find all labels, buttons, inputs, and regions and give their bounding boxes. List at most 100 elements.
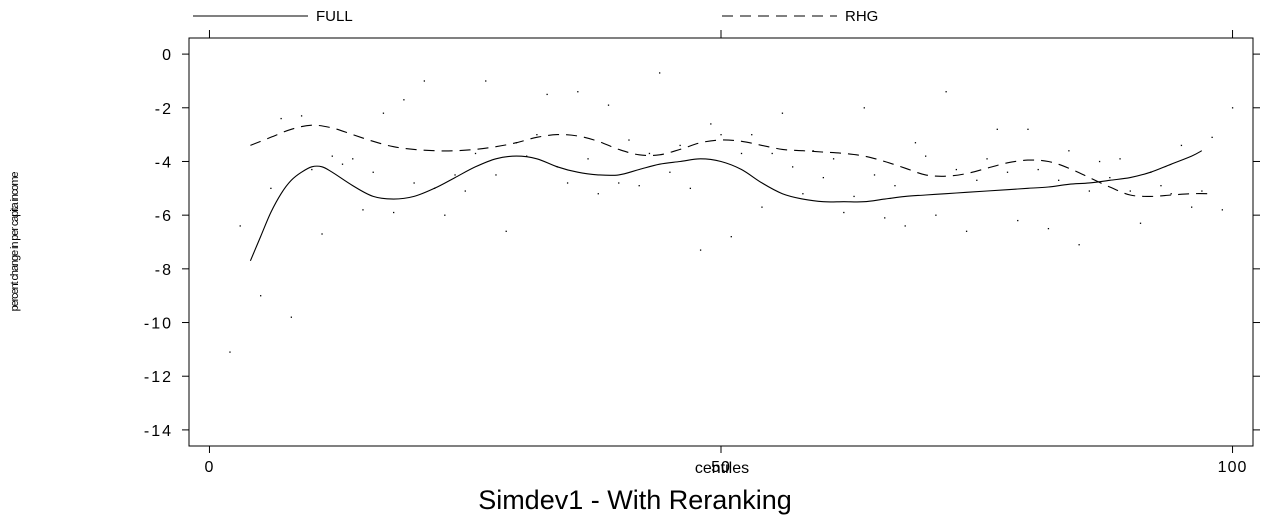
- data-point: [925, 155, 927, 157]
- y-tick-label: 0: [162, 47, 173, 64]
- data-point: [372, 171, 374, 173]
- y-tick-label: -6: [155, 208, 173, 225]
- data-point: [1191, 206, 1193, 208]
- data-point: [638, 185, 640, 187]
- data-point: [945, 91, 947, 93]
- y-tick-label: -4: [155, 154, 173, 171]
- data-point: [474, 152, 477, 155]
- data-point: [679, 144, 681, 147]
- data-point: [710, 123, 712, 125]
- data-point: [403, 99, 405, 101]
- data-point: [270, 187, 272, 190]
- data-point: [873, 174, 876, 176]
- legend-label-rhg: RHG: [845, 8, 878, 25]
- data-point: [986, 158, 988, 160]
- y-tick-label: -2: [155, 101, 173, 118]
- x-tick-label: 0: [205, 459, 215, 476]
- data-point: [413, 182, 415, 184]
- data-point: [577, 91, 579, 93]
- y-axis: 0 -2 -4 -6 -8 -10 -12 -14: [144, 47, 1260, 440]
- data-point: [229, 351, 231, 353]
- legend-label-full: FULL: [316, 8, 353, 25]
- data-point: [260, 295, 262, 297]
- data-point: [290, 316, 293, 318]
- data-point: [1231, 107, 1234, 109]
- data-point: [505, 230, 507, 232]
- data-point: [382, 112, 385, 114]
- data-point: [699, 249, 702, 251]
- data-point: [566, 182, 569, 184]
- data-point: [321, 233, 323, 235]
- data-point: [546, 93, 548, 96]
- data-point: [1068, 150, 1070, 152]
- data-point: [863, 107, 865, 109]
- data-point: [884, 217, 886, 219]
- data-point: [423, 80, 426, 82]
- data-point: [996, 128, 998, 130]
- scatter-points: [229, 72, 1234, 353]
- data-point: [669, 171, 671, 173]
- data-point: [444, 214, 446, 216]
- data-point: [812, 150, 814, 152]
- data-point: [720, 134, 722, 136]
- data-point: [659, 72, 661, 74]
- data-point: [1037, 168, 1039, 171]
- y-tick-label: -12: [144, 369, 173, 386]
- data-point: [362, 209, 364, 211]
- data-point: [331, 155, 333, 157]
- data-point: [495, 174, 497, 176]
- chart-title: Simdev1 - With Reranking: [478, 485, 792, 515]
- y-tick-label: -10: [144, 316, 173, 333]
- data-point: [1027, 128, 1029, 130]
- series-line-rhg: [250, 124, 1213, 197]
- data-point: [464, 190, 466, 192]
- data-point: [1078, 244, 1080, 246]
- data-point: [1098, 160, 1101, 163]
- x-axis-label: centiles: [695, 460, 749, 477]
- data-point: [1170, 193, 1172, 195]
- data-point: [761, 206, 763, 208]
- x-axis: 0 50 100: [205, 30, 1248, 476]
- data-point: [536, 134, 538, 136]
- data-point: [802, 193, 804, 195]
- data-point: [792, 166, 794, 168]
- data-point: [1160, 185, 1162, 187]
- data-point: [771, 152, 773, 155]
- data-point: [280, 117, 282, 120]
- data-point: [597, 193, 599, 195]
- data-point: [904, 225, 906, 227]
- data-point: [1139, 222, 1142, 224]
- data-point: [689, 187, 692, 190]
- data-point: [607, 104, 610, 106]
- data-point: [587, 158, 589, 160]
- data-point: [352, 158, 354, 160]
- data-point: [648, 152, 651, 155]
- data-point: [1180, 144, 1183, 147]
- data-point: [1017, 219, 1019, 222]
- plot-frame: [188, 37, 1254, 447]
- data-point: [832, 158, 835, 160]
- data-point: [955, 168, 958, 171]
- data-point: [485, 80, 487, 82]
- data-point: [740, 152, 743, 155]
- data-point: [1129, 190, 1131, 192]
- data-point: [618, 182, 620, 184]
- data-point: [1109, 176, 1111, 179]
- data-point: [1201, 190, 1203, 192]
- series-line-full: [249, 150, 1203, 262]
- data-point: [628, 139, 630, 141]
- legend: FULL RHG: [193, 8, 878, 25]
- x-tick-label: 100: [1218, 459, 1248, 476]
- data-point: [1047, 227, 1050, 230]
- x-tick-label: 50: [711, 459, 731, 476]
- data-point: [730, 236, 732, 238]
- data-point: [526, 155, 528, 157]
- data-point: [751, 134, 753, 136]
- data-point: [822, 176, 825, 179]
- y-tick-label: -8: [155, 262, 173, 279]
- data-point: [300, 115, 303, 117]
- data-point: [1006, 171, 1009, 173]
- data-point: [894, 185, 896, 187]
- data-point: [311, 168, 313, 171]
